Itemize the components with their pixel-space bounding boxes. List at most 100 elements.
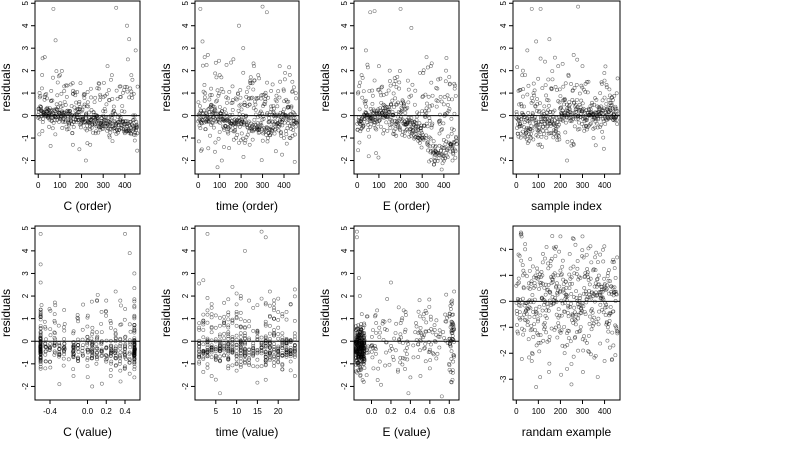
- data-point: [425, 65, 430, 70]
- data-point: [198, 6, 203, 11]
- data-point: [54, 102, 59, 107]
- data-point: [276, 351, 281, 355]
- data-point: [197, 361, 202, 366]
- data-point: [197, 321, 202, 326]
- data-point: [260, 4, 265, 9]
- data-point: [534, 310, 539, 315]
- data-point: [81, 343, 86, 348]
- data-point: [601, 146, 606, 151]
- data-point: [369, 349, 374, 354]
- data-point: [247, 338, 251, 343]
- data-point: [127, 352, 132, 356]
- data-point: [229, 60, 233, 65]
- data-point: [89, 336, 94, 341]
- data-point: [514, 110, 519, 114]
- data-point: [574, 289, 579, 294]
- x-tick-label: 400: [437, 181, 451, 190]
- data-point: [445, 155, 450, 159]
- data-point: [219, 158, 224, 163]
- data-point: [127, 322, 132, 327]
- data-point: [52, 300, 57, 305]
- y-tick-label: 0: [181, 113, 190, 118]
- data-point: [425, 142, 430, 147]
- data-point: [104, 298, 109, 303]
- data-point: [94, 361, 99, 366]
- data-point: [104, 313, 108, 318]
- x-axis-label: C (order): [63, 199, 111, 213]
- data-point: [48, 144, 53, 148]
- data-point: [48, 359, 52, 364]
- data-point: [284, 346, 289, 351]
- data-point: [280, 340, 285, 344]
- data-point: [368, 107, 373, 111]
- data-point: [418, 71, 422, 75]
- data-point: [427, 349, 432, 354]
- x-tick-label: 300: [97, 181, 111, 190]
- x-tick-label: 100: [532, 181, 546, 190]
- data-point: [80, 348, 85, 353]
- data-point: [536, 134, 540, 139]
- data-point: [578, 328, 583, 333]
- data-point: [209, 86, 213, 91]
- data-point: [555, 273, 560, 278]
- data-point: [272, 342, 276, 346]
- data-point: [96, 130, 101, 135]
- data-point: [290, 79, 295, 84]
- data-point: [226, 332, 231, 337]
- data-point: [251, 364, 256, 369]
- data-point: [99, 330, 104, 335]
- data-point: [92, 100, 97, 105]
- data-point: [527, 132, 532, 137]
- data-point: [606, 278, 611, 283]
- data-point: [446, 146, 451, 151]
- data-point: [78, 81, 83, 86]
- data-point: [90, 384, 95, 389]
- data-point: [397, 86, 401, 91]
- data-point: [44, 337, 48, 342]
- data-point: [48, 342, 53, 346]
- data-point: [85, 357, 90, 362]
- data-point: [546, 261, 550, 266]
- data-point: [383, 104, 388, 109]
- data-point: [135, 84, 140, 89]
- data-point: [89, 108, 94, 112]
- data-point: [449, 116, 454, 121]
- data-point: [615, 329, 619, 333]
- data-point: [360, 345, 364, 349]
- data-point: [43, 366, 48, 371]
- data-point: [547, 334, 552, 339]
- data-point: [577, 293, 582, 298]
- data-point: [243, 333, 247, 338]
- data-point: [400, 341, 405, 345]
- data-point: [397, 80, 402, 85]
- data-point: [41, 117, 46, 121]
- data-point: [430, 351, 435, 356]
- data-point: [204, 111, 209, 115]
- x-tick-label: 300: [576, 407, 590, 416]
- data-point: [424, 55, 429, 60]
- data-point: [251, 61, 256, 66]
- data-point: [213, 325, 218, 330]
- data-point: [217, 58, 221, 63]
- data-point: [133, 48, 138, 53]
- data-point: [364, 348, 369, 352]
- data-point: [265, 139, 270, 144]
- data-point: [213, 353, 218, 358]
- data-point: [527, 268, 532, 273]
- data-point: [591, 136, 596, 140]
- data-point: [548, 123, 553, 128]
- data-point: [104, 346, 109, 351]
- data-point: [118, 336, 123, 341]
- data-point: [402, 356, 407, 361]
- data-point: [118, 341, 123, 346]
- data-point: [251, 346, 256, 351]
- data-point: [101, 80, 106, 85]
- data-point: [205, 354, 210, 358]
- data-point: [201, 349, 206, 354]
- data-point: [586, 246, 591, 251]
- data-point: [80, 353, 85, 358]
- data-point: [255, 303, 260, 307]
- data-point: [522, 328, 527, 333]
- data-point: [581, 304, 586, 309]
- data-point: [423, 341, 428, 346]
